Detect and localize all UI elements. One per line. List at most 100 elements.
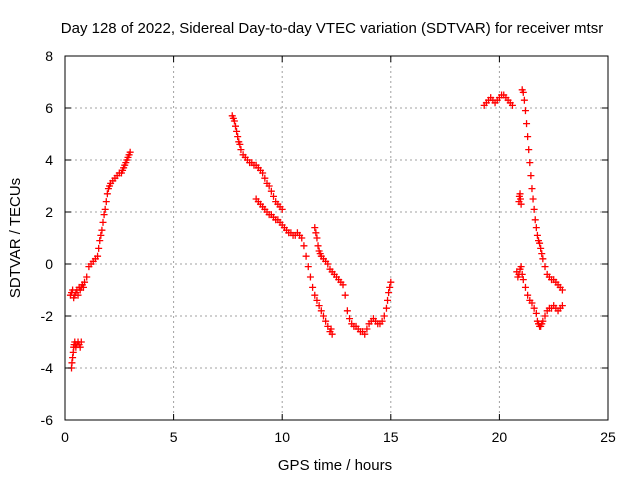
data-point-plus: [99, 218, 107, 226]
data-point-plus: [322, 317, 330, 325]
series-segment-3-spike: [515, 190, 525, 208]
data-point-plus: [237, 146, 245, 154]
data-point-plus: [98, 226, 106, 234]
data-point-plus: [380, 312, 388, 320]
data-point-plus: [346, 315, 354, 323]
data-point-plus: [523, 120, 531, 128]
x-tick-label: 25: [600, 429, 616, 445]
series-segment-2-tail: [311, 224, 395, 338]
data-point-plus: [524, 133, 532, 141]
data-point-plus: [83, 273, 91, 281]
data-point-plus: [68, 359, 76, 367]
data-point-plus: [537, 244, 545, 252]
plot-frame: [64, 55, 609, 421]
data-point-plus: [387, 278, 395, 286]
data-point-plus: [385, 289, 393, 297]
series-segment-3-top: [480, 91, 516, 109]
data-point-plus: [558, 286, 566, 294]
y-tick-label: 6: [45, 100, 53, 116]
data-point-plus: [103, 190, 111, 198]
data-point-plus: [230, 117, 238, 125]
data-point-plus: [306, 273, 314, 281]
data-point-plus: [300, 242, 308, 250]
data-point-plus: [278, 205, 286, 213]
data-point-plus: [538, 250, 546, 258]
data-point-plus: [521, 283, 529, 291]
data-point-plus: [341, 291, 349, 299]
data-point-plus: [95, 244, 103, 252]
y-tick-label: -6: [41, 412, 54, 428]
data-point-plus: [516, 195, 524, 203]
data-point-plus: [531, 216, 539, 224]
data-point-plus: [96, 237, 104, 245]
series-segment-3-drop: [518, 86, 566, 294]
data-point-plus: [382, 304, 390, 312]
data-point-plus: [539, 317, 547, 325]
data-point-plus: [259, 169, 267, 177]
data-points: [66, 86, 566, 372]
data-point-plus: [298, 234, 306, 242]
data-point-plus: [517, 263, 525, 271]
data-point-plus: [378, 317, 386, 325]
data-point-plus: [528, 185, 536, 193]
data-point-plus: [101, 205, 109, 213]
x-tick-label: 15: [383, 429, 399, 445]
data-point-plus: [304, 263, 312, 271]
data-point-plus: [324, 260, 332, 268]
data-point-plus: [126, 148, 134, 156]
data-point-plus: [236, 140, 244, 148]
data-point-plus: [524, 291, 532, 299]
data-point-plus: [528, 299, 536, 307]
data-point-plus: [94, 252, 102, 260]
series-segment-1-early: [68, 338, 85, 372]
chart-title: Day 128 of 2022, Sidereal Day-to-day VTE…: [61, 20, 603, 37]
data-point-plus: [233, 127, 241, 135]
data-point-plus: [313, 296, 321, 304]
data-point-plus: [302, 252, 310, 260]
data-point-plus: [314, 242, 322, 250]
y-tick-label: 0: [45, 256, 53, 272]
data-point-plus: [532, 224, 540, 232]
data-point-plus: [536, 239, 544, 247]
y-axis-label: SDTVAR / TECUs: [7, 178, 24, 298]
axis-ticks: 0 5 10 15 20 25 -6 -4 -2 0 2 4 6 8: [41, 48, 616, 445]
series-segment-2-upper: [228, 112, 286, 213]
data-point-plus: [232, 122, 240, 130]
y-tick-label: 8: [45, 48, 53, 64]
data-point-plus: [343, 307, 351, 315]
data-point-plus: [518, 270, 526, 278]
y-tick-label: -4: [41, 360, 54, 376]
data-point-plus: [533, 231, 541, 239]
data-point-plus: [102, 198, 110, 206]
data-point-plus: [363, 325, 371, 333]
data-point-plus: [317, 307, 325, 315]
data-point-plus: [315, 302, 323, 310]
data-point-plus: [532, 309, 540, 317]
data-point-plus: [69, 354, 77, 362]
x-axis-label: GPS time / hours: [278, 457, 392, 474]
y-tick-label: -2: [41, 308, 54, 324]
x-tick-label: 20: [492, 429, 508, 445]
data-point-plus: [519, 276, 527, 284]
data-point-plus: [313, 234, 321, 242]
data-point-plus: [530, 304, 538, 312]
data-point-plus: [265, 182, 273, 190]
x-tick-label: 0: [61, 429, 69, 445]
data-point-plus: [558, 302, 566, 310]
series-segment-3-low: [513, 263, 566, 330]
series-segment-1-main: [66, 148, 134, 302]
data-point-plus: [517, 200, 525, 208]
data-point-plus: [311, 224, 319, 232]
data-point-plus: [529, 195, 537, 203]
data-point-plus: [541, 312, 549, 320]
data-point-plus: [311, 291, 319, 299]
data-point-plus: [519, 88, 527, 96]
data-point-plus: [267, 187, 275, 195]
data-point-plus: [76, 343, 84, 351]
y-tick-label: 2: [45, 204, 53, 220]
x-tick-label: 5: [170, 429, 178, 445]
data-point-plus: [270, 192, 278, 200]
data-point-plus: [261, 174, 269, 182]
data-point-plus: [539, 255, 547, 263]
